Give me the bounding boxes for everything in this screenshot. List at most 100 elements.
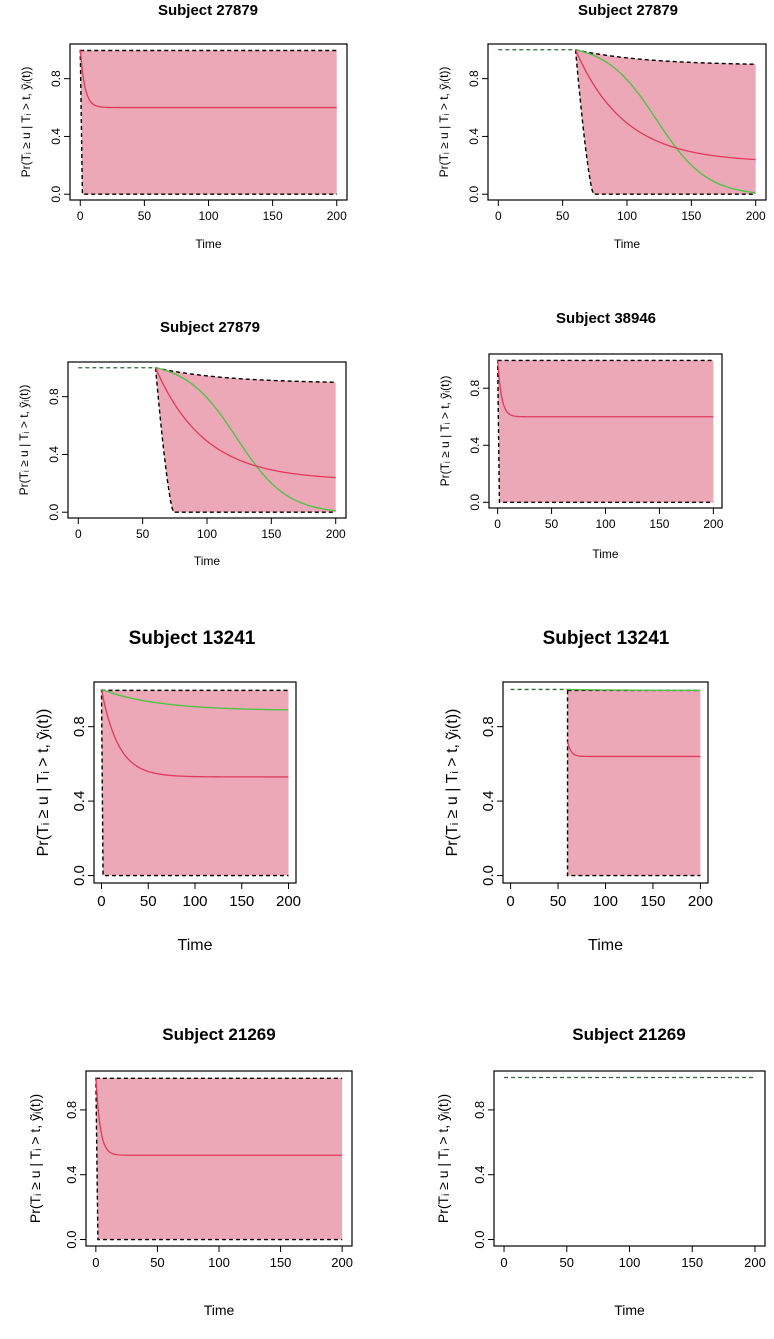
- x-axis-label: Time: [204, 1302, 235, 1318]
- y-axis-label: Pr(Tᵢ ≥ u | Tᵢ > t, ỹᵢ(t)): [437, 67, 451, 178]
- x-tick-label: 150: [681, 209, 701, 223]
- panel-1: 0 50 100 150 200 0.0 0.4 0.8 Subject 27879 Time Pr…: [19, 2, 348, 251]
- confidence-band: [80, 49, 337, 195]
- plot-frame: [493, 1070, 766, 1247]
- true-survival-curve: [567, 688, 701, 692]
- y-tick-label: 0.4: [71, 791, 88, 812]
- y-tick-label: 0.4: [467, 128, 481, 145]
- confidence-band: [95, 1077, 343, 1240]
- y-tick-label: 0.4: [472, 1166, 487, 1184]
- x-axis-label: Time: [614, 1302, 645, 1318]
- y-tick-label: 0.4: [49, 128, 63, 145]
- x-tick-label: 150: [229, 893, 254, 910]
- y-axis-label: Pr(Tᵢ ≥ u | Tᵢ > t, ỹᵢ(t)): [438, 376, 452, 487]
- panel-5: 0 50 100 150 200 0.0 0.4 0.8 Subject 13241 Time Pr…: [35, 628, 301, 954]
- x-tick-label: 100: [182, 893, 207, 910]
- mean-survival-curve: [79, 49, 337, 109]
- x-tick-label: 0: [92, 1255, 99, 1270]
- x-tick-label: 0: [495, 209, 502, 223]
- y-axis-label: Pr(Tᵢ ≥ u | Tᵢ > t, ỹᵢ(t)): [19, 67, 33, 178]
- y-tick-label: 0.8: [467, 70, 481, 87]
- x-tick-label: 100: [617, 209, 637, 223]
- x-axis-label: Time: [195, 237, 222, 251]
- x-axis-label: Time: [592, 547, 619, 561]
- y-axis-label: Pr(Tᵢ ≥ u | Tᵢ > t, ỹᵢ(t)): [35, 709, 52, 857]
- x-tick-label: 0: [77, 209, 84, 223]
- lower-bound-line: [154, 367, 336, 513]
- panel-7: 0 50 100 150 200 0.0 0.4 0.8 Subject 21269 Time Pr…: [27, 1025, 353, 1318]
- panel-title: Subject 27879: [158, 2, 258, 19]
- mean-survival-curve: [566, 741, 701, 758]
- x-tick-label: 50: [556, 209, 570, 223]
- panel-4: 0 50 100 150 200 0.0 0.4 0.8 Subject 38946 Time Pr…: [438, 310, 724, 561]
- panel-title: Subject 13241: [543, 628, 670, 649]
- x-tick-label: 150: [263, 209, 283, 223]
- true-survival-curve: [101, 688, 289, 711]
- x-tick-label: 100: [593, 893, 618, 910]
- x-tick-label: 200: [703, 517, 723, 531]
- panel-2: 0 50 100 150 200 0.0 0.4 0.8 Subject 27879 Time Pr…: [437, 2, 767, 251]
- y-tick-label: 0.4: [47, 446, 61, 463]
- y-tick-label: 0.0: [64, 1230, 79, 1248]
- x-tick-label: 0: [500, 1255, 507, 1270]
- y-tick-label: 0.8: [480, 716, 497, 737]
- x-tick-label: 200: [688, 893, 713, 910]
- y-axis-label: Pr(Tᵢ ≥ u | Tᵢ > t, ỹᵢ(t)): [17, 385, 31, 496]
- panel-title: Subject 13241: [129, 628, 256, 649]
- y-tick-label: 0.8: [47, 388, 61, 405]
- lower-bound-line: [574, 49, 756, 195]
- x-tick-label: 50: [545, 517, 559, 531]
- mean-survival-curve: [496, 359, 714, 418]
- confidence-band: [155, 367, 336, 513]
- x-tick-label: 200: [276, 893, 301, 910]
- y-tick-label: 0.0: [71, 865, 88, 886]
- x-tick-label: 100: [595, 517, 615, 531]
- x-tick-label: 100: [208, 1255, 230, 1270]
- y-tick-label: 0.8: [71, 716, 88, 737]
- mean-survival-curve: [95, 1077, 343, 1156]
- lower-bound-line: [566, 690, 701, 877]
- y-axis-label: Pr(Tᵢ ≥ u | Tᵢ > t, ỹᵢ(t)): [444, 709, 461, 857]
- x-tick-label: 200: [326, 527, 346, 541]
- y-tick-label: 0.0: [49, 186, 63, 203]
- lower-bound-line: [95, 1077, 343, 1241]
- y-tick-label: 0.0: [472, 1230, 487, 1248]
- x-tick-label: 50: [140, 893, 157, 910]
- mean-survival-curve: [574, 49, 756, 161]
- true-survival-curve: [575, 49, 756, 194]
- x-tick-label: 150: [270, 1255, 292, 1270]
- panel-title: Subject 27879: [578, 2, 678, 19]
- mean-survival-curve: [100, 689, 289, 778]
- x-tick-label: 0: [75, 527, 82, 541]
- x-tick-label: 200: [746, 209, 766, 223]
- panel-title: Subject 21269: [572, 1025, 685, 1044]
- x-axis-label: Time: [614, 237, 641, 251]
- x-tick-label: 150: [649, 517, 669, 531]
- panel-3: 0 50 100 150 200 0.0 0.4 0.8 Subject 27879 Time Pr…: [17, 319, 347, 568]
- confidence-band: [497, 359, 714, 503]
- mean-survival-curve: [154, 367, 336, 479]
- x-tick-label: 150: [261, 527, 281, 541]
- lower-bound-line: [79, 49, 337, 195]
- y-tick-label: 0.4: [64, 1166, 79, 1184]
- lower-bound-line: [496, 359, 714, 503]
- true-survival-curve: [155, 367, 336, 512]
- y-tick-label: 0.8: [64, 1101, 79, 1119]
- panel-8: 0 50 100 150 200 0.0 0.4 0.8 Subject 21269 Time Pr…: [435, 1025, 766, 1318]
- x-tick-label: 50: [550, 893, 567, 910]
- x-tick-label: 50: [136, 527, 150, 541]
- x-tick-label: 200: [744, 1255, 766, 1270]
- y-tick-label: 0.8: [49, 70, 63, 87]
- x-tick-label: 100: [197, 527, 217, 541]
- x-axis-label: Time: [178, 937, 213, 954]
- y-tick-label: 0.4: [480, 791, 497, 812]
- x-tick-label: 100: [619, 1255, 641, 1270]
- x-tick-label: 150: [681, 1255, 703, 1270]
- confidence-band: [567, 690, 701, 876]
- x-tick-label: 100: [198, 209, 218, 223]
- upper-bound-line: [575, 49, 756, 65]
- x-tick-label: 0: [494, 517, 501, 531]
- x-tick-label: 0: [97, 893, 105, 910]
- y-axis-label: Pr(Tᵢ ≥ u | Tᵢ > t, ỹᵢ(t)): [27, 1094, 43, 1223]
